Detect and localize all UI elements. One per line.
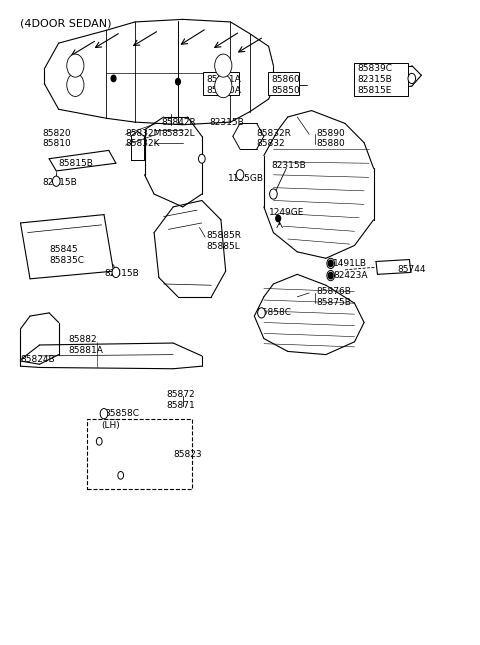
- Text: 85842R: 85842R: [161, 117, 196, 126]
- Circle shape: [67, 74, 84, 97]
- Text: 85810: 85810: [42, 139, 71, 148]
- Circle shape: [96, 437, 102, 445]
- Circle shape: [111, 75, 116, 82]
- Text: 85820: 85820: [42, 128, 71, 137]
- Circle shape: [270, 189, 277, 199]
- Circle shape: [112, 267, 120, 277]
- Text: 82315B: 82315B: [357, 75, 392, 84]
- Circle shape: [271, 191, 276, 197]
- Text: 85876B: 85876B: [316, 287, 351, 296]
- Circle shape: [118, 471, 123, 479]
- Circle shape: [409, 75, 414, 82]
- Text: 1249GE: 1249GE: [269, 208, 304, 217]
- Text: 85885R: 85885R: [206, 232, 241, 241]
- Text: 85871: 85871: [166, 401, 195, 410]
- Text: 82315B: 82315B: [271, 161, 306, 170]
- Text: 85880: 85880: [316, 139, 345, 148]
- Text: 1125GB: 1125GB: [228, 174, 264, 183]
- Text: 85881A: 85881A: [68, 346, 103, 355]
- Circle shape: [238, 172, 242, 178]
- Text: 82315B: 82315B: [104, 269, 139, 278]
- Circle shape: [176, 79, 180, 85]
- Circle shape: [276, 215, 281, 222]
- Text: 85835C: 85835C: [49, 256, 84, 265]
- Text: 85850: 85850: [271, 86, 300, 95]
- Circle shape: [328, 260, 333, 266]
- Text: 85830A: 85830A: [206, 86, 241, 95]
- FancyBboxPatch shape: [203, 72, 239, 95]
- Text: 85815B: 85815B: [59, 159, 94, 168]
- Circle shape: [259, 310, 264, 316]
- Text: 82315B: 82315B: [209, 117, 244, 126]
- Text: 85875B: 85875B: [316, 298, 351, 307]
- Circle shape: [408, 74, 416, 84]
- Text: 85824B: 85824B: [21, 355, 55, 364]
- Text: 85890: 85890: [316, 128, 345, 137]
- Text: 82315B: 82315B: [42, 178, 77, 187]
- Circle shape: [67, 54, 84, 77]
- Circle shape: [54, 178, 59, 184]
- Text: 85841A: 85841A: [206, 75, 241, 84]
- Text: 82423A: 82423A: [333, 271, 368, 280]
- Text: 85858C: 85858C: [257, 308, 292, 317]
- Text: 85860: 85860: [271, 75, 300, 84]
- Text: 85882: 85882: [68, 335, 97, 344]
- Text: (4DOOR SEDAN): (4DOOR SEDAN): [21, 19, 112, 29]
- Text: 85815E: 85815E: [357, 86, 391, 95]
- Circle shape: [328, 272, 333, 279]
- Circle shape: [327, 258, 335, 268]
- FancyBboxPatch shape: [268, 72, 299, 95]
- FancyBboxPatch shape: [354, 63, 408, 97]
- Circle shape: [52, 176, 60, 186]
- Circle shape: [114, 269, 118, 275]
- Circle shape: [215, 54, 232, 77]
- Text: 85832M: 85832M: [125, 128, 162, 137]
- Circle shape: [100, 408, 108, 419]
- Text: 1491LB: 1491LB: [333, 259, 367, 268]
- Text: 85858C: 85858C: [104, 409, 139, 418]
- Text: 85839C: 85839C: [357, 64, 392, 74]
- FancyBboxPatch shape: [87, 419, 192, 490]
- Text: 85885L: 85885L: [206, 243, 240, 251]
- Text: 85832: 85832: [257, 139, 285, 148]
- Circle shape: [199, 155, 204, 162]
- Text: 85744: 85744: [397, 265, 426, 274]
- Circle shape: [199, 154, 205, 163]
- Text: 85832K: 85832K: [125, 139, 160, 148]
- Circle shape: [102, 410, 107, 417]
- Circle shape: [258, 308, 265, 318]
- Circle shape: [215, 75, 232, 98]
- Circle shape: [327, 270, 335, 281]
- Text: 85823: 85823: [173, 450, 202, 459]
- Text: 85832L: 85832L: [161, 128, 195, 137]
- Text: 85845: 85845: [49, 246, 78, 254]
- Circle shape: [236, 170, 244, 180]
- Text: (LH): (LH): [102, 421, 120, 430]
- Text: 85872: 85872: [166, 390, 195, 399]
- Text: 85832R: 85832R: [257, 128, 291, 137]
